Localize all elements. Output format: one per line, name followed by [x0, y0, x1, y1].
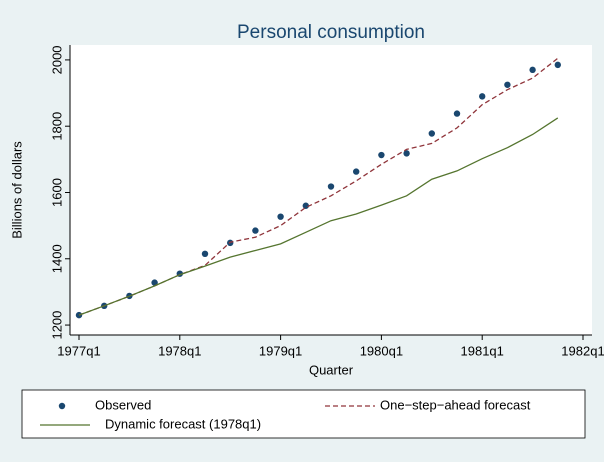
data-point — [529, 66, 536, 74]
data-point — [428, 130, 435, 137]
data-point — [403, 150, 410, 157]
data-point — [201, 250, 209, 257]
x-tick-label: 1981q1 — [461, 343, 504, 358]
y-axis-title: Billions of dollars — [9, 141, 24, 239]
data-point — [554, 61, 561, 69]
y-tick-label: 2000 — [49, 45, 64, 74]
x-tick-label: 1980q1 — [360, 343, 403, 358]
data-point — [479, 93, 486, 100]
y-tick-label: 1600 — [49, 178, 64, 207]
x-tick-label: 1979q1 — [259, 343, 302, 358]
data-point — [252, 227, 259, 234]
legend — [21, 389, 586, 439]
data-point — [378, 151, 385, 159]
legend-label: Dynamic forecast (1978q1) — [105, 416, 261, 431]
data-point — [353, 168, 360, 175]
legend-label: One−step−ahead forecast — [380, 397, 531, 412]
data-point — [277, 213, 284, 220]
data-point — [504, 81, 511, 88]
data-point — [302, 202, 309, 209]
x-tick-label: 1982q1 — [561, 343, 604, 358]
x-tick-label: 1978q1 — [158, 343, 201, 358]
x-tick-label: 1977q1 — [57, 343, 100, 358]
series-line — [78, 57, 559, 316]
data-point — [327, 183, 335, 190]
chart-title: Personal consumption — [237, 22, 425, 43]
data-point — [453, 110, 461, 117]
series-line — [78, 117, 559, 316]
y-tick-label: 1400 — [49, 244, 64, 273]
y-tick-label: 1200 — [49, 311, 64, 340]
data-point — [151, 279, 158, 286]
legend-label: Observed — [95, 397, 151, 412]
plot-area — [70, 45, 592, 335]
legend-marker — [58, 402, 66, 410]
y-tick-label: 1800 — [49, 112, 64, 141]
data-point — [75, 311, 83, 319]
x-axis-title: Quarter — [309, 362, 354, 377]
